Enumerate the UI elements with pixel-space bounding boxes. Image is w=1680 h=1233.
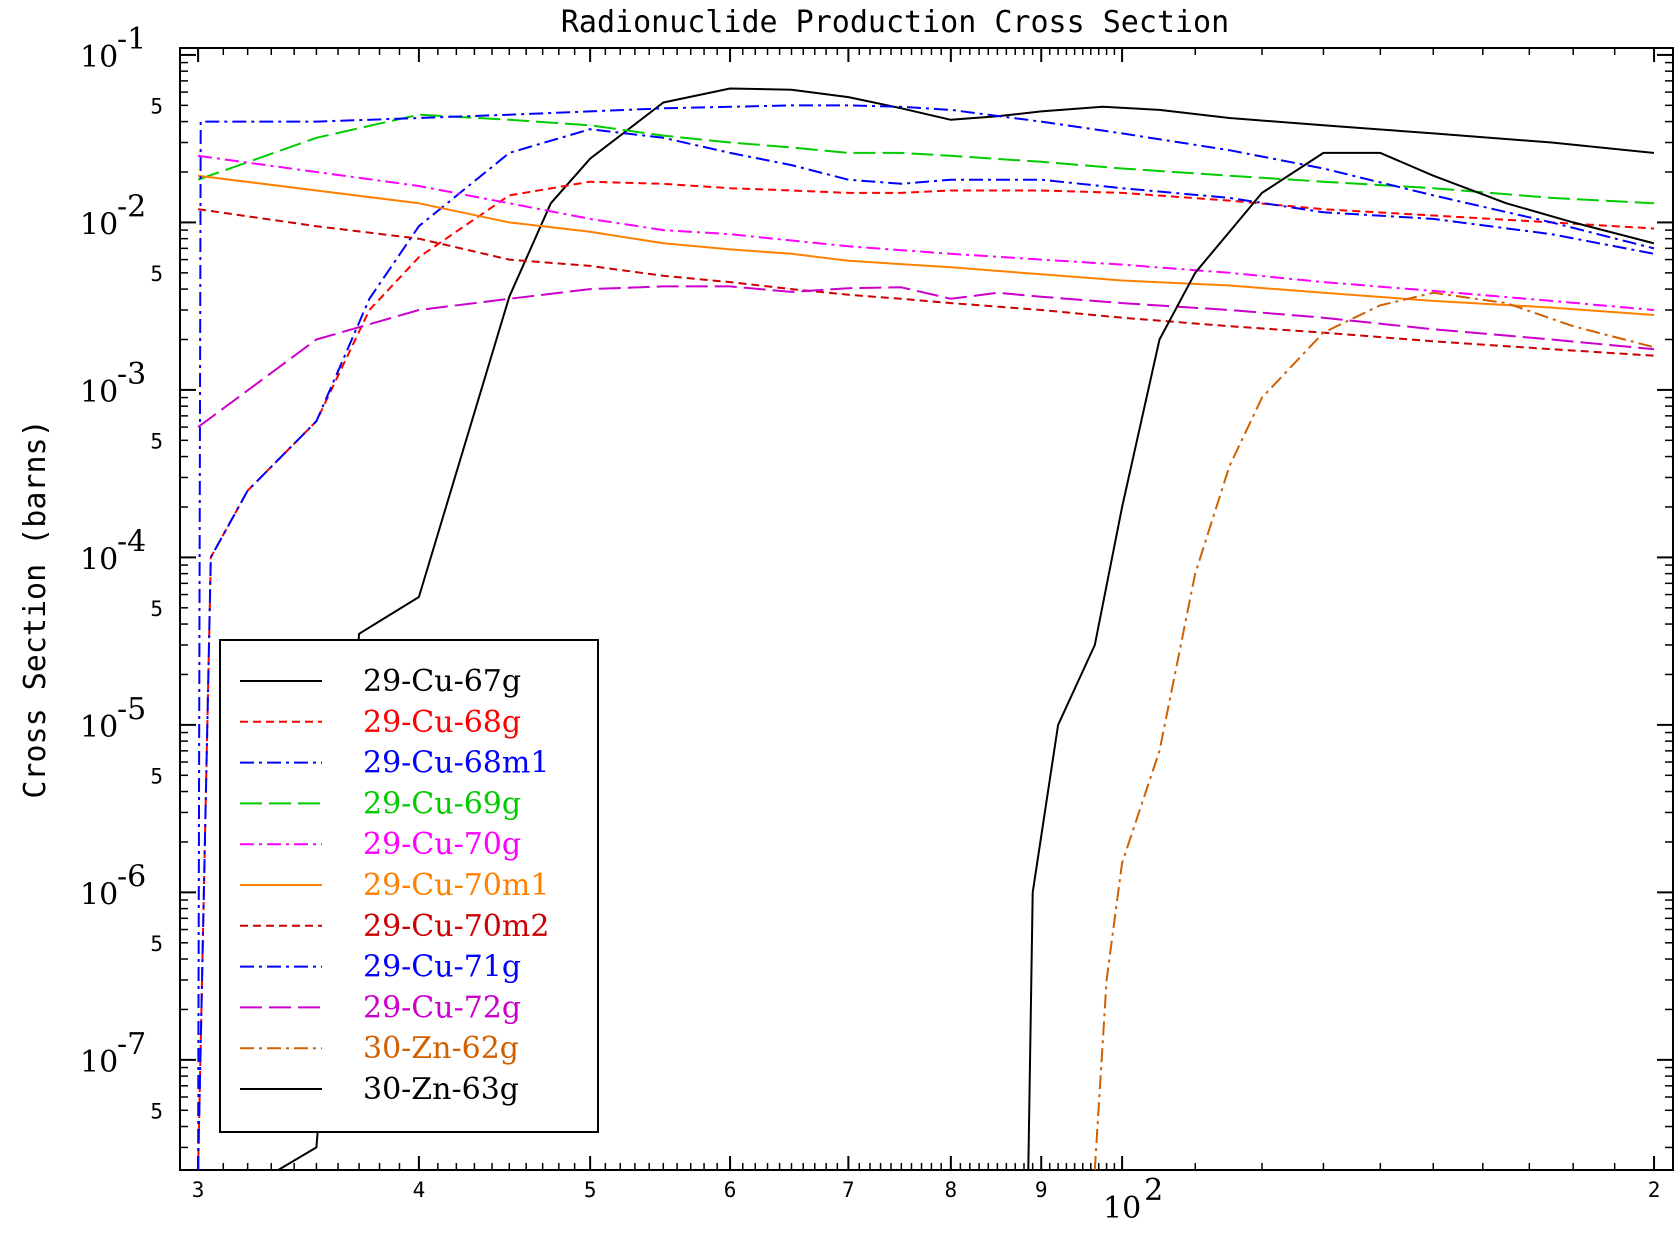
- y-minor-tick-label: 5: [150, 764, 163, 788]
- y-minor-tick-label: 5: [150, 1099, 163, 1123]
- x-tick-label: 9: [1035, 1178, 1048, 1202]
- y-minor-tick-label: 5: [150, 932, 163, 956]
- y-tick-exponent: -5: [117, 692, 146, 727]
- y-tick-exponent: -1: [117, 22, 146, 57]
- series-line-29-cu-68g: [197, 180, 1655, 1170]
- plot-frame: [179, 47, 1674, 1171]
- legend-label: 29-Cu-69g: [363, 786, 521, 821]
- legend: 29-Cu-67g 29-Cu-68g 29-Cu-68m1 29-Cu-69g 29-…: [219, 639, 599, 1133]
- y-minor-tick-label: 5: [150, 262, 163, 286]
- legend-label: 29-Cu-72g: [363, 990, 521, 1025]
- y-minor-tick-label: 5: [150, 94, 163, 118]
- y-tick-exponent: -7: [117, 1027, 146, 1062]
- legend-label: 30-Zn-62g: [363, 1031, 519, 1066]
- y-tick-label: 10: [80, 375, 118, 410]
- series-line-30-zn-62g: [1093, 291, 1655, 1170]
- legend-label: 29-Cu-70g: [363, 827, 521, 862]
- x-tick-label: 2: [1648, 1178, 1661, 1202]
- x-tick-label: 7: [842, 1178, 855, 1202]
- legend-label: 29-Cu-68m1: [363, 746, 549, 781]
- y-tick-label: 10: [80, 710, 118, 745]
- y-tick-exponent: -6: [117, 859, 146, 894]
- series-line-29-cu-68m1: [197, 128, 1655, 1170]
- y-tick-exponent: -2: [117, 189, 146, 224]
- legend-label: 29-Cu-70m2: [363, 909, 549, 944]
- x-tick-label: 4: [413, 1178, 426, 1202]
- legend-label: 29-Cu-70m1: [363, 868, 549, 903]
- legend-label: 29-Cu-67g: [363, 664, 521, 699]
- y-tick-label: 10: [80, 207, 118, 242]
- x-tick-exponent: 2: [1144, 1173, 1163, 1208]
- series-line-29-cu-70g: [197, 154, 1655, 311]
- series-line-29-cu-70m1: [197, 174, 1655, 316]
- legend-label: 29-Cu-68g: [363, 705, 521, 740]
- series-line-29-cu-72g: [197, 285, 1655, 428]
- legend-label: 29-Cu-71g: [363, 950, 521, 985]
- x-tick-label: 8: [945, 1178, 958, 1202]
- y-axis-label: Cross Section (barns): [18, 419, 53, 798]
- y-tick-label: 10: [80, 877, 118, 912]
- y-tick-exponent: -4: [117, 524, 146, 559]
- series-line-29-cu-70m2: [197, 208, 1655, 357]
- y-minor-tick-label: 5: [150, 429, 163, 453]
- y-tick-exponent: -3: [117, 357, 146, 392]
- x-tick-label: 5: [584, 1178, 597, 1202]
- y-tick-label: 10: [80, 1045, 118, 1080]
- series-line-29-cu-69g: [197, 113, 1655, 205]
- y-minor-tick-label: 5: [150, 597, 163, 621]
- chart-title: Radionuclide Production Cross Section: [561, 5, 1229, 40]
- series-line-29-cu-67g: [277, 87, 1655, 1170]
- y-tick-label: 10: [80, 542, 118, 577]
- x-tick-label: 6: [724, 1178, 737, 1202]
- x-tick-label: 10: [1103, 1191, 1141, 1226]
- legend-label: 30-Zn-63g: [363, 1072, 519, 1107]
- series-layer: [197, 87, 1655, 1170]
- y-tick-label: 10: [80, 40, 118, 75]
- x-tick-label: 3: [192, 1178, 205, 1202]
- series-line-30-zn-63g: [1027, 151, 1655, 1170]
